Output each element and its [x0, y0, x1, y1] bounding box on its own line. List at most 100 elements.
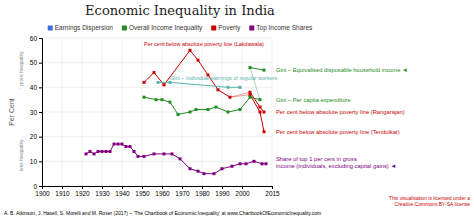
- x-tick-label: 1900: [35, 190, 50, 197]
- x-tick-label: 1940: [115, 190, 130, 197]
- chart-container: 1900191019201930194019501960197019801990…: [0, 0, 474, 219]
- y-tick-label: 10: [30, 158, 38, 165]
- y-tick-label: 60: [30, 35, 38, 42]
- x-tick-mark: [62, 186, 63, 189]
- marker: [179, 157, 182, 160]
- x-tick-mark: [162, 186, 163, 189]
- marker: [227, 86, 230, 89]
- legend-item: Overall Income Inequality: [122, 24, 203, 32]
- legend-swatch: [48, 26, 53, 31]
- marker: [113, 143, 116, 146]
- text-line: Per cent below absolute poverty line (Ra…: [276, 109, 405, 115]
- marker: [137, 155, 140, 158]
- grid: [42, 38, 272, 186]
- x-tick-mark: [122, 186, 123, 189]
- marker: [163, 83, 166, 86]
- x-tick: 1990: [215, 186, 230, 197]
- marker: [221, 167, 224, 170]
- footnote: A. B. Atkinson, J. Hasell, S. Morelli an…: [4, 210, 321, 216]
- marker: [259, 106, 262, 109]
- x-grid-line: [222, 38, 223, 186]
- marker: [97, 150, 100, 153]
- x-grid-line: [202, 38, 203, 186]
- y-tick-label: 50: [30, 59, 38, 66]
- chart-svg: 1900191019201930194019501960197019801990…: [0, 0, 474, 219]
- y-grid-line: [42, 136, 272, 137]
- series: [143, 49, 232, 99]
- series-line: [144, 50, 230, 97]
- marker: [177, 113, 180, 116]
- annotation: Per cent below absolute poverty line (La…: [144, 41, 264, 47]
- y-axis-line: [39, 39, 43, 187]
- y-tick-label: 20: [30, 133, 38, 140]
- x-tick-label: 2000: [235, 190, 250, 197]
- x-tick-mark: [222, 186, 223, 189]
- marker: [157, 81, 160, 84]
- x-tick-label: 1980: [195, 190, 210, 197]
- x-tick: 2000: [235, 186, 250, 197]
- legend-label: Poverty: [218, 24, 241, 32]
- y-grid-line: [42, 62, 272, 63]
- marker: [239, 108, 242, 111]
- y-grid-line: [42, 161, 272, 162]
- x-tick-label: 1950: [135, 190, 150, 197]
- legend-swatch: [211, 26, 216, 31]
- y-tick-mark: [39, 186, 42, 187]
- x-tick-mark: [242, 186, 243, 189]
- right-annotation: Per cent below absolute poverty line (Ra…: [276, 109, 405, 115]
- text-line: Per cent below absolute poverty line (Te…: [276, 129, 400, 135]
- marker: [169, 101, 172, 104]
- series: [157, 81, 242, 89]
- series-line: [250, 92, 264, 112]
- right-annotation: Share of top 1 per cent in grossincome (…: [276, 156, 396, 169]
- marker: [239, 162, 242, 165]
- x-tick: 1910: [55, 186, 70, 197]
- footnote: This visualisation is licensed under aCr…: [389, 195, 470, 207]
- x-axis: 1900191019201930194019501960197019801990…: [35, 186, 280, 197]
- x-tick: 1940: [115, 186, 130, 197]
- marker: [143, 155, 146, 158]
- marker: [265, 162, 268, 165]
- text-line: Share of top 1 per cent in gross: [276, 156, 357, 162]
- x-tick-label: 1960: [155, 190, 170, 197]
- marker: [249, 96, 252, 99]
- marker: [207, 108, 210, 111]
- x-tick-label: 2015: [265, 190, 280, 197]
- x-tick: 1920: [75, 186, 90, 197]
- marker: [143, 96, 146, 99]
- title: Economic Inequality in India: [85, 3, 275, 18]
- legend-swatch: [249, 26, 254, 31]
- x-tick-label: 1920: [75, 190, 90, 197]
- y-tick: 20: [30, 133, 42, 140]
- x-grid-line: [122, 38, 123, 186]
- marker: [259, 111, 262, 114]
- plot-area: [85, 49, 268, 175]
- marker: [195, 108, 198, 111]
- marker: [203, 172, 206, 175]
- legend-label: Overall Income Inequality: [129, 24, 203, 32]
- marker: [253, 160, 256, 163]
- connector-line: [230, 95, 250, 97]
- series-line: [250, 68, 264, 70]
- marker: [129, 145, 132, 148]
- marker: [213, 172, 216, 175]
- x-tick: 1950: [135, 186, 150, 197]
- marker: [245, 162, 248, 165]
- marker: [93, 152, 96, 155]
- text-line: Gini – Equivalised disposable household …: [276, 67, 408, 73]
- y-tick-mark: [39, 112, 42, 113]
- legend-label: Top Income Shares: [256, 24, 313, 32]
- marker: [197, 170, 200, 173]
- marker: [143, 81, 146, 84]
- x-tick: 2015: [265, 186, 280, 197]
- marker: [217, 88, 220, 91]
- y-tick-mark: [39, 63, 42, 64]
- legend-item: Earnings Dispersion: [48, 24, 114, 32]
- marker: [249, 66, 252, 69]
- marker: [153, 152, 156, 155]
- series-line: [144, 97, 260, 114]
- y-tick-mark: [39, 137, 42, 138]
- x-grid-line: [102, 38, 103, 186]
- x-tick: 1970: [175, 186, 190, 197]
- marker: [189, 49, 192, 52]
